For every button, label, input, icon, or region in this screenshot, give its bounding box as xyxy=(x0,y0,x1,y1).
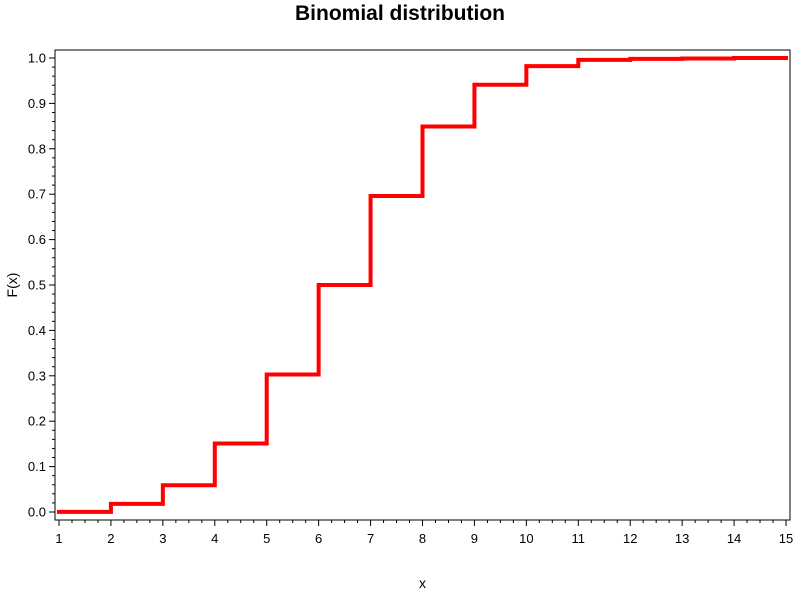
x-tick-label: 10 xyxy=(519,531,533,546)
series-line-0 xyxy=(57,56,788,514)
x-tick-label: 4 xyxy=(211,531,218,546)
y-tick-label: 0.9 xyxy=(28,96,46,111)
y-tick-label: 0.6 xyxy=(28,232,46,247)
y-tick-label: 0.3 xyxy=(28,368,46,383)
x-tick-label: 6 xyxy=(315,531,322,546)
x-axis-ticks: 1 2 3 4 5 6 7 8 9 10 11 12 13 14 15 xyxy=(55,520,793,546)
x-tick-label: 2 xyxy=(107,531,114,546)
y-axis-ticks: 0.0 0.1 0.2 0.3 0.4 0.5 0.6 0.7 0.8 0.9 1.0 xyxy=(28,51,55,520)
chart-title: Binomial distribution xyxy=(295,2,505,25)
x-axis-label: x xyxy=(419,575,426,591)
x-tick-label: 13 xyxy=(675,531,689,546)
x-tick-label: 5 xyxy=(263,531,270,546)
y-tick-label: 0.2 xyxy=(28,414,46,429)
y-tick-label: 0.8 xyxy=(28,141,46,156)
x-tick-label: 1 xyxy=(55,531,62,546)
y-tick-label: 1.0 xyxy=(28,51,46,66)
y-tick-label: 0.7 xyxy=(28,187,46,202)
x-tick-label: 12 xyxy=(623,531,637,546)
x-tick-label: 9 xyxy=(471,531,478,546)
x-tick-label: 8 xyxy=(419,531,426,546)
y-tick-label: 0.1 xyxy=(28,459,46,474)
series-layer xyxy=(57,56,788,514)
x-tick-label: 3 xyxy=(159,531,166,546)
x-tick-label: 15 xyxy=(779,531,793,546)
x-tick-label: 14 xyxy=(727,531,741,546)
y-tick-label: 0.4 xyxy=(28,323,46,338)
y-tick-label: 0.5 xyxy=(28,278,46,293)
y-tick-label: 0.0 xyxy=(28,505,46,520)
x-tick-label: 11 xyxy=(572,531,586,546)
y-axis-label: F(x) xyxy=(4,273,20,298)
plot-frame xyxy=(54,49,791,521)
x-tick-label: 7 xyxy=(367,531,374,546)
